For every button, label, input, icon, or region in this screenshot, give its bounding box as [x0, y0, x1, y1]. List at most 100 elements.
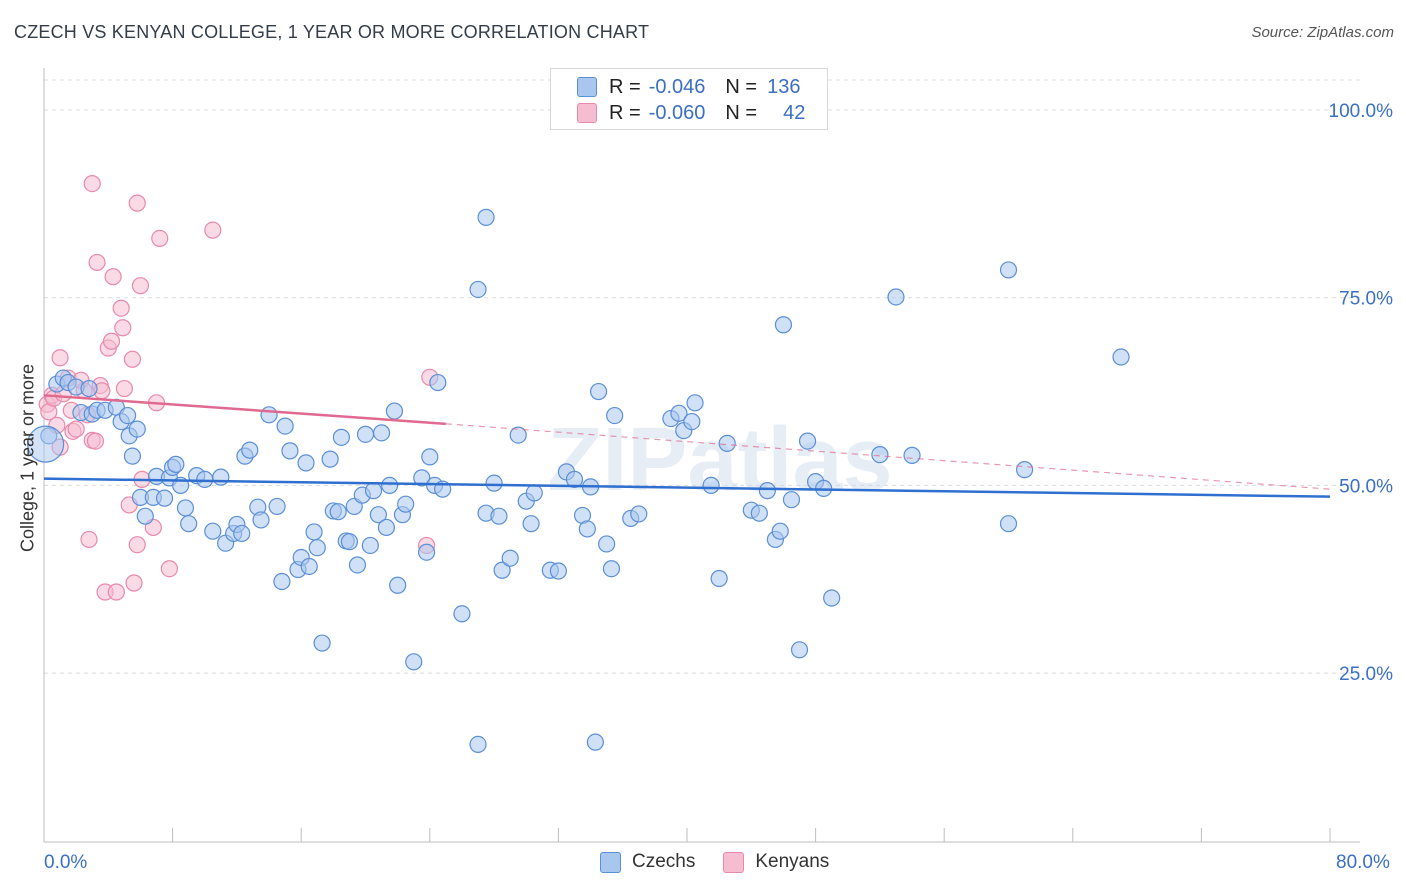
czech-point — [377, 518, 395, 537]
czech-point — [413, 469, 431, 487]
czech-point — [606, 406, 624, 425]
czech-point — [329, 503, 347, 521]
czech-point — [123, 447, 142, 465]
czech-point — [670, 404, 688, 422]
czech-point — [369, 506, 387, 524]
czech-point — [549, 562, 568, 580]
czech-point — [718, 434, 736, 452]
kenyan-swatch — [723, 851, 745, 873]
kenyan-point — [67, 420, 85, 438]
czech-point — [586, 733, 604, 751]
kenyan-point — [102, 332, 121, 350]
y-tick-label: 100.0% — [1329, 101, 1394, 122]
czech-point — [385, 402, 404, 420]
czech-point — [771, 522, 789, 540]
kenyan-point — [83, 175, 101, 193]
czech-point — [372, 424, 391, 442]
czech-point — [602, 560, 621, 578]
y-tick-label: 50.0% — [1339, 476, 1393, 497]
czech-point — [782, 491, 801, 509]
czech-point — [308, 539, 326, 557]
gridlines — [44, 79, 1360, 674]
czech-point — [630, 505, 648, 523]
y-tick-label: 25.0% — [1339, 664, 1393, 685]
kenyan-point — [128, 536, 146, 554]
czech-point — [493, 561, 511, 579]
czech-point — [405, 653, 423, 671]
czech-point — [485, 474, 503, 492]
legend-label-czechs: Czechs — [632, 851, 696, 872]
kenyan-points — [38, 175, 439, 601]
kenyan-point — [128, 194, 146, 212]
n-value: 42 — [783, 101, 806, 124]
x-tick-label-max: 80.0% — [1336, 852, 1390, 873]
legend-item-kenyans[interactable]: Kenyans — [723, 851, 829, 873]
czech-point — [490, 507, 508, 525]
czech-point — [128, 420, 146, 438]
czech-point — [233, 524, 251, 543]
czech-point — [522, 515, 540, 533]
r-value: -0.046 — [648, 75, 706, 98]
kenyan-point — [151, 229, 169, 248]
czech-point — [887, 288, 905, 306]
kenyan-point — [123, 350, 142, 368]
czech-point — [683, 412, 701, 431]
czech-point — [273, 572, 291, 591]
czech-point — [300, 557, 318, 576]
kenyan-point — [125, 574, 143, 592]
czech-point — [1015, 461, 1034, 479]
czech-point — [469, 280, 487, 299]
czech-point — [340, 533, 359, 551]
czech-points — [27, 208, 1130, 754]
x-tick-label-min: 0.0% — [44, 852, 88, 873]
czech-point — [381, 476, 399, 494]
czech-point — [501, 549, 519, 567]
watermark: ZIPatlas — [547, 410, 892, 510]
trendlines — [43, 394, 1331, 498]
czech-point — [477, 208, 495, 226]
chart-title: CZECH VS KENYAN COLLEGE, 1 YEAR OR MORE … — [14, 22, 650, 42]
czech-point — [565, 470, 584, 488]
czech-point — [417, 543, 436, 561]
czech-point — [212, 468, 230, 486]
y-axis-label: College, 1 year or more — [17, 363, 38, 553]
czech-point — [305, 523, 323, 541]
legend-series: Czechs Kenyans — [600, 851, 857, 873]
czech-point — [453, 605, 471, 623]
r-label: R = — [609, 75, 641, 98]
czech-point — [525, 484, 543, 502]
legend-row-kenyans: R = -0.060 N = 42 — [577, 101, 805, 125]
czech-point — [429, 373, 447, 392]
czech-point — [686, 394, 704, 412]
czech-point — [176, 499, 195, 517]
czech-point — [364, 482, 383, 500]
y-tick-label: 75.0% — [1339, 289, 1393, 310]
czech-point — [999, 515, 1018, 533]
czech-point — [356, 425, 375, 443]
y-tick-labels: 25.0% 50.0% 75.0% 100.0% — [1329, 101, 1394, 685]
czech-point — [469, 735, 487, 754]
kenyan-point — [115, 379, 133, 398]
czech-point — [598, 535, 616, 553]
czech-point — [204, 522, 222, 540]
czech-point — [710, 569, 728, 588]
czech-point — [361, 536, 379, 555]
czech-point — [397, 495, 415, 513]
czech-point — [332, 428, 350, 446]
kenyan-point — [104, 268, 122, 286]
czech-point — [903, 446, 921, 464]
czech-point-large — [27, 425, 65, 463]
czech-point — [871, 446, 889, 464]
kenyan-trendline — [43, 394, 446, 426]
czech-point — [823, 589, 841, 607]
czech-point — [389, 576, 407, 594]
legend-item-czechs[interactable]: Czechs — [600, 851, 695, 873]
czech-point — [509, 426, 527, 444]
kenyan-point — [51, 349, 69, 367]
czech-point — [750, 504, 768, 522]
source-label: Source: ZipAtlas.com — [1251, 24, 1394, 41]
kenyan-point — [88, 253, 106, 272]
czech-point — [578, 520, 596, 538]
czech-point — [758, 482, 776, 500]
kenyan-point — [131, 277, 150, 295]
